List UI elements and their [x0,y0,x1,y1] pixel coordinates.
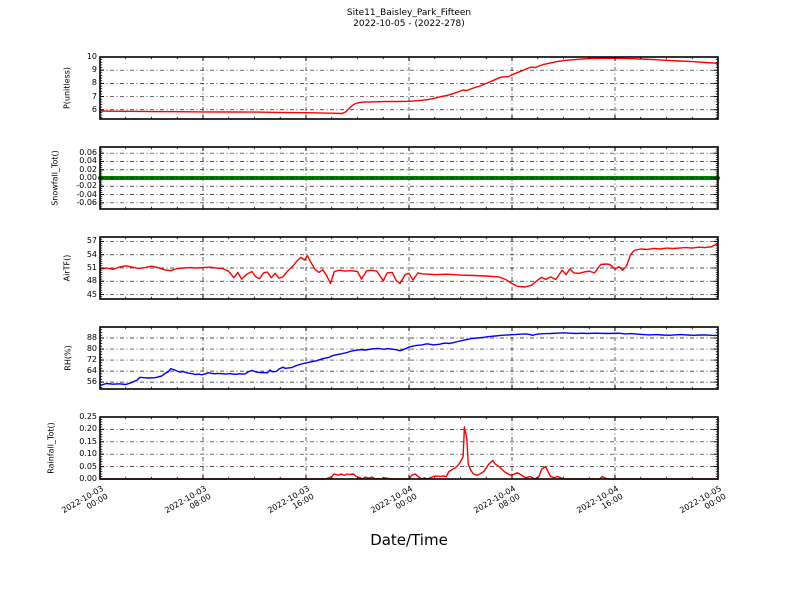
y-tick-label: 88 [86,333,97,343]
x-axis-label: Date/Time [370,531,448,549]
line-series-rainfall-tot [99,426,719,480]
y-tick-label: 57 [86,236,97,246]
line-series-air-tf [99,243,719,288]
y-tick-label: 72 [86,355,97,365]
y-tick-label: 56 [86,377,97,387]
y-tick-label: 51 [86,263,97,272]
y-tick-label: 0.25 [79,412,97,421]
y-tick-label: 0.02 [79,164,97,174]
axes-border-rainfall-tot [99,416,719,480]
y-tick-label: 9 [91,65,97,75]
y-axis-label-rainfall-tot: Rainfall_Tot() [46,422,56,474]
y-tick-label: 0.04 [79,156,97,166]
y-tick-label: 80 [86,344,97,354]
y-tick-label: 0.10 [79,449,97,459]
y-tick-label: 8 [91,78,97,88]
axes-border-p-unitless [99,56,719,120]
line-series-p-unitless [99,57,719,115]
axes-border-snowfall-tot [99,146,719,210]
y-tick-label: 0.20 [79,424,97,434]
y-tick-label: 0.00 [79,474,97,483]
y-axis-label-p-unitless: P(unitless) [62,66,72,110]
y-tick-label: -0.06 [76,197,97,207]
axes-border-rh [99,326,719,390]
y-tick-label: 10 [86,52,97,61]
y-axis-label-rh: RH(%) [63,345,73,371]
y-tick-label: 0.05 [79,461,97,471]
axes-border-air-tf [99,236,719,300]
chart-title: Site11_Baisley_Park_Fifteen [346,8,472,18]
y-tick-label: 0.06 [79,148,97,158]
y-tick-label: -0.04 [76,189,97,199]
y-tick-label: 0.15 [79,436,97,446]
y-tick-label: 48 [86,276,97,286]
y-axis-label-air-tf: AirTF() [62,254,72,282]
y-tick-label: 7 [91,91,97,101]
line-series-rh [99,332,719,387]
y-tick-label: -0.02 [76,181,97,191]
y-tick-label: 64 [86,366,97,376]
y-tick-label: 45 [86,289,97,299]
y-tick-label: 54 [86,249,97,259]
chart-subtitle: 2022-10-05 - (2022-278) [353,19,465,29]
y-axis-label-snowfall-tot: Snowfall_Tot() [50,150,60,206]
y-tick-label: 6 [91,104,97,114]
y-tick-label: 0.00 [79,173,97,182]
